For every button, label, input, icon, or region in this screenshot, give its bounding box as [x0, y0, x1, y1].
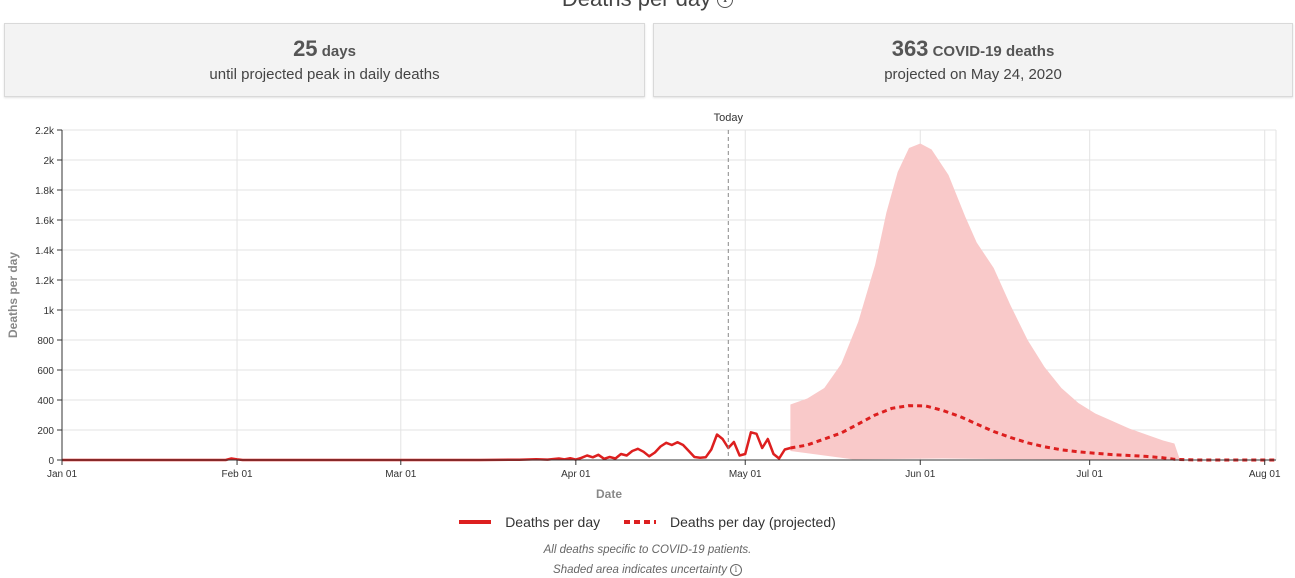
- legend-label-actual: Deaths per day: [505, 514, 601, 530]
- peak-days-value-line: 25 days: [5, 36, 644, 62]
- today-label: Today: [714, 112, 744, 124]
- legend-item-projected[interactable]: Deaths per day (projected): [624, 514, 836, 530]
- peak-deaths-card: 363 COVID-19 deaths projected on May 24,…: [653, 23, 1293, 97]
- peak-deaths-unit: COVID-19 deaths: [932, 43, 1055, 60]
- info-icon[interactable]: i: [717, 0, 734, 9]
- x-tick-label: Apr 01: [561, 469, 591, 480]
- uncertainty-band: [790, 143, 1180, 460]
- y-axis-title: Deaths per day: [6, 252, 20, 338]
- legend-label-projected: Deaths per day (projected): [670, 514, 836, 530]
- x-tick-label: May 01: [729, 469, 762, 480]
- x-tick-label: Feb 01: [221, 469, 253, 480]
- deaths-per-day-chart: 0 200 400 600 800 1k 1.2k 1.4k 1.6k 1.8k 2k 2.2k Jan…: [6, 112, 1281, 501]
- y-tick-label: 1.2k: [35, 276, 55, 287]
- x-tick-label: Jan 01: [47, 469, 77, 480]
- x-tick-label: Aug 01: [1249, 469, 1281, 480]
- projected-deaths-line: [790, 404, 1276, 462]
- chart-legend: Deaths per day Deaths per day (projected…: [0, 512, 1295, 530]
- actual-deaths-line: [62, 431, 791, 462]
- peak-days-caption: until projected peak in daily deaths: [209, 66, 440, 83]
- footnote-uncertainty-text: Shaded area indicates uncertainty: [553, 564, 727, 577]
- y-tick-label: 1.4k: [35, 246, 55, 257]
- x-tick-label: Jul 01: [1076, 469, 1103, 480]
- legend-swatch-dashed: [624, 520, 657, 524]
- y-tick-label: 600: [37, 366, 54, 377]
- footnote-uncertainty: Shaded area indicates uncertainty i: [0, 564, 1295, 576]
- peak-deaths-value: 363: [891, 36, 929, 61]
- peak-deaths-value-line: 363 COVID-19 deaths: [654, 36, 1292, 62]
- y-tick-label: 1.8k: [35, 186, 55, 197]
- x-axis-title: Date: [596, 487, 622, 501]
- y-tick-label: 2.2k: [35, 126, 55, 137]
- y-tick-label: 200: [37, 426, 54, 437]
- x-tick-label: Mar 01: [385, 469, 417, 480]
- page-title-text: Deaths per day: [562, 0, 711, 11]
- peak-deaths-caption: projected on May 24, 2020: [884, 66, 1062, 83]
- page-title: Deaths per day i: [0, 0, 1295, 12]
- peak-days-unit: days: [321, 43, 356, 60]
- y-tick-label: 0: [48, 456, 54, 467]
- peak-days-value: 25: [293, 36, 318, 61]
- y-tick-label: 400: [37, 396, 54, 407]
- footnote-deaths: All deaths specific to COVID-19 patients…: [543, 544, 752, 556]
- series-layer: [62, 404, 1276, 462]
- y-tick-label: 1.6k: [35, 216, 55, 227]
- legend-item-actual[interactable]: Deaths per day: [459, 514, 600, 530]
- uncertainty-band-layer: [790, 143, 1180, 460]
- grid-layer: [61, 129, 1277, 461]
- y-tick-label: 1k: [43, 306, 55, 317]
- x-tick-label: Jun 01: [905, 469, 935, 480]
- peak-days-card: 25 days until projected peak in daily de…: [4, 23, 645, 97]
- legend-swatch-solid: [459, 520, 492, 524]
- uncertainty-info-icon[interactable]: i: [729, 564, 742, 576]
- axis-layer: 0 200 400 600 800 1k 1.2k 1.4k 1.6k 1.8k 2k 2.2k Jan…: [35, 126, 1281, 480]
- y-tick-label: 2k: [43, 156, 55, 167]
- y-tick-label: 800: [37, 336, 54, 347]
